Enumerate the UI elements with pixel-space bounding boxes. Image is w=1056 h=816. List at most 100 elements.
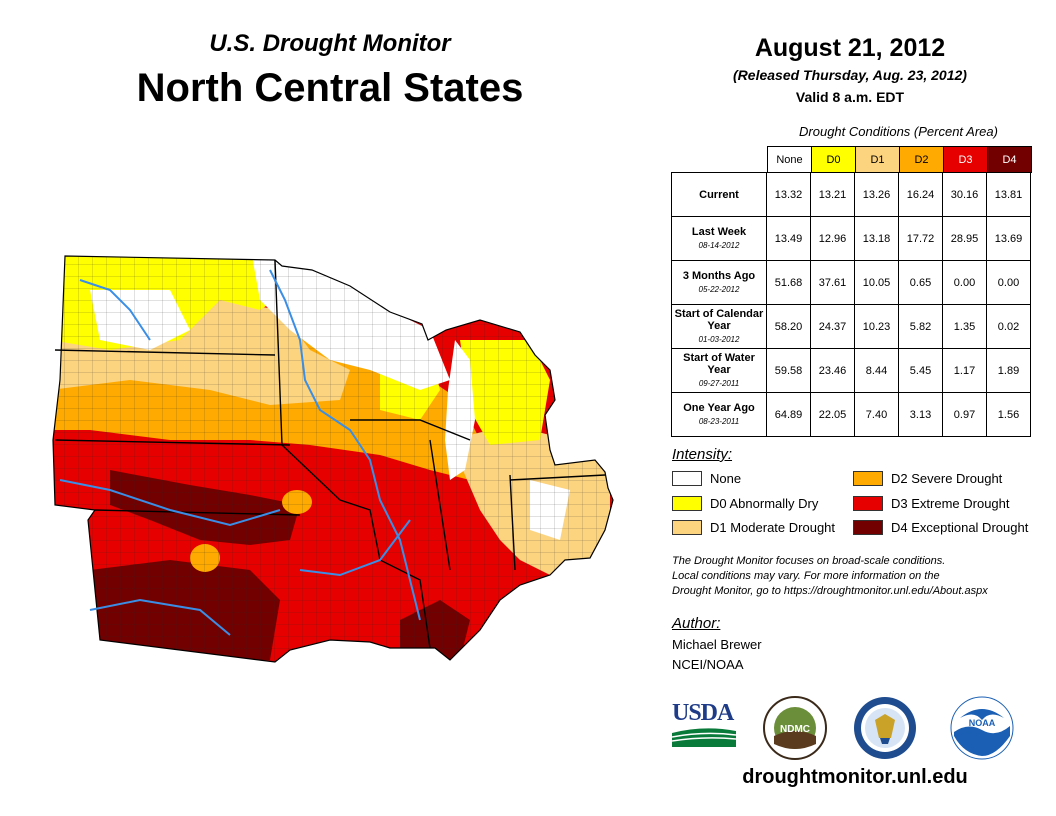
row-label: Start of Water Year 09-27-2011	[671, 348, 767, 393]
row-label: 3 Months Ago 05-22-2012	[671, 260, 767, 305]
legend-item-d2: D2 Severe Drought	[853, 471, 1002, 486]
row-label-text: Start of Calendar Year	[674, 307, 764, 332]
row-label-text: 3 Months Ago	[682, 269, 756, 282]
table-row: Last Week 08-14-2012 13.49 12.96 13.18 17…	[671, 216, 1031, 261]
table-row: Start of Water Year 09-27-2011 59.58 23.4…	[671, 348, 1031, 393]
drought-table-header: None D0 D1 D2 D3 D4	[767, 146, 1032, 173]
legend-item-none: None	[672, 471, 741, 486]
table-row: Start of Calendar Year 01-03-2012 58.20 2…	[671, 304, 1031, 349]
row-label: Current	[671, 172, 767, 217]
row-date: 08-23-2011	[698, 416, 740, 426]
map-subtitle: U.S. Drought Monitor	[209, 30, 451, 57]
cell: 0.97	[942, 392, 987, 437]
cell: 12.96	[810, 216, 855, 261]
legend-swatch	[853, 471, 883, 486]
drought-map	[52, 255, 614, 663]
cell: 13.26	[854, 172, 899, 217]
col-d2: D2	[899, 146, 944, 173]
legend-title: Intensity:	[672, 446, 733, 463]
county-grid	[53, 256, 613, 662]
row-date: 01-03-2012	[698, 334, 740, 344]
note-line: The Drought Monitor focuses on broad-sca…	[672, 555, 946, 567]
legend-swatch	[672, 496, 702, 511]
cell: 16.24	[898, 172, 943, 217]
col-none: None	[767, 146, 812, 173]
cell: 1.17	[942, 348, 987, 393]
cell: 10.23	[854, 304, 899, 349]
legend-swatch	[853, 520, 883, 535]
noaa-logo: NOAA	[950, 696, 1014, 760]
valid-time: Valid 8 a.m. EDT	[795, 89, 905, 105]
disclaimer-note: The Drought Monitor focuses on broad-sca…	[672, 554, 1052, 599]
legend-swatch	[853, 496, 883, 511]
cell: 13.81	[986, 172, 1031, 217]
usda-logo: USDA	[671, 700, 737, 750]
table-row: One Year Ago 08-23-2011 64.89 22.05 7.40 …	[671, 392, 1031, 437]
map-title: North Central States	[136, 66, 524, 110]
website-link[interactable]: droughtmonitor.unl.edu	[742, 766, 968, 788]
table-row: 3 Months Ago 05-22-2012 51.68 37.61 10.05…	[671, 260, 1031, 305]
col-d4: D4	[987, 146, 1032, 173]
legend-label: D4 Exceptional Drought	[891, 520, 1029, 535]
cell: 28.95	[942, 216, 987, 261]
doc-seal-icon	[854, 697, 916, 759]
cell: 13.32	[766, 172, 811, 217]
cell: 5.82	[898, 304, 943, 349]
cell: 0.02	[986, 304, 1031, 349]
legend-swatch	[672, 520, 702, 535]
row-label-text: One Year Ago	[683, 401, 755, 414]
cell: 22.05	[810, 392, 855, 437]
drought-table: Current 13.32 13.21 13.26 16.24 30.16 13…	[671, 172, 1031, 437]
cell: 1.35	[942, 304, 987, 349]
cell: 8.44	[854, 348, 899, 393]
legend-label: D1 Moderate Drought	[710, 520, 836, 535]
cell: 64.89	[766, 392, 811, 437]
row-label-text: Start of Water Year	[683, 351, 755, 376]
cell: 13.49	[766, 216, 811, 261]
region-outline	[52, 255, 614, 663]
row-label: Start of Calendar Year 01-03-2012	[671, 304, 767, 349]
note-line: Drought Monitor, go to https://droughtmo…	[672, 585, 988, 597]
legend-label: D2 Severe Drought	[891, 471, 1003, 486]
row-date: 08-14-2012	[698, 240, 740, 250]
cell: 0.65	[898, 260, 943, 305]
cell: 3.13	[898, 392, 943, 437]
legend-swatch	[672, 471, 702, 486]
usda-logo-text: USDA	[672, 700, 734, 726]
map-date: August 21, 2012	[754, 34, 946, 62]
col-d1: D1	[855, 146, 900, 173]
legend-label: D0 Abnormally Dry	[710, 496, 819, 511]
cell: 0.00	[986, 260, 1031, 305]
note-line: Local conditions may vary. For more info…	[672, 570, 940, 582]
author-org: NCEI/NOAA	[672, 657, 744, 672]
author-title: Author:	[672, 615, 721, 632]
legend-item-d4: D4 Exceptional Drought	[853, 520, 1028, 535]
cell: 10.05	[854, 260, 899, 305]
cell: 37.61	[810, 260, 855, 305]
release-date: (Released Thursday, Aug. 23, 2012)	[733, 67, 967, 83]
cell: 0.00	[942, 260, 987, 305]
ndmc-logo-text: NDMC	[780, 724, 810, 735]
noaa-logo-text: NOAA	[969, 718, 996, 728]
cell: 23.46	[810, 348, 855, 393]
cell: 58.20	[766, 304, 811, 349]
ndmc-logo: NDMC	[763, 696, 827, 760]
legend-item-d3: D3 Extreme Drought	[853, 496, 1010, 511]
row-date: 09-27-2011	[698, 378, 740, 388]
col-d3: D3	[943, 146, 988, 173]
table-row: Current 13.32 13.21 13.26 16.24 30.16 13…	[671, 172, 1031, 217]
row-label-text: Current	[699, 188, 739, 201]
cell: 13.69	[986, 216, 1031, 261]
legend-label: D3 Extreme Drought	[891, 496, 1010, 511]
cell: 5.45	[898, 348, 943, 393]
state-borders	[54, 259, 606, 649]
rivers	[59, 269, 421, 636]
col-d0: D0	[811, 146, 856, 173]
legend-item-d0: D0 Abnormally Dry	[672, 496, 818, 511]
legend-item-d1: D1 Moderate Drought	[672, 520, 835, 535]
cell: 51.68	[766, 260, 811, 305]
cell: 1.56	[986, 392, 1031, 437]
row-date: 05-22-2012	[698, 284, 740, 294]
cell: 17.72	[898, 216, 943, 261]
table-caption: Drought Conditions (Percent Area)	[799, 124, 998, 139]
